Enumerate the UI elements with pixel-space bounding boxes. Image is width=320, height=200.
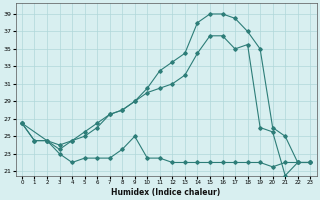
X-axis label: Humidex (Indice chaleur): Humidex (Indice chaleur) (111, 188, 221, 197)
